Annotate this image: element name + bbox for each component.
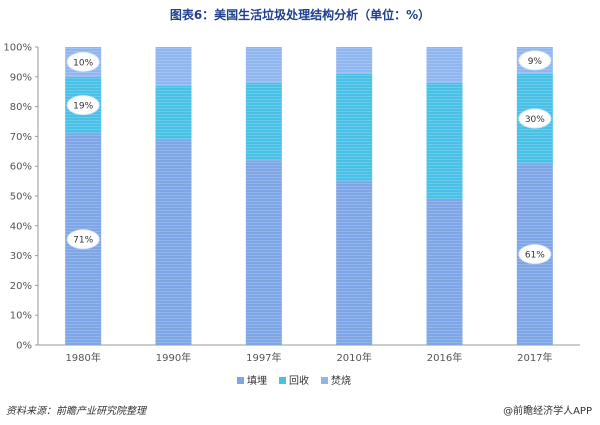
bar-segment-texture — [155, 85, 192, 140]
y-tick-label: 20% — [10, 281, 32, 292]
legend-swatch — [321, 377, 328, 384]
bar-segment-texture — [155, 139, 192, 345]
data-label-bubble — [518, 244, 552, 265]
bar-segment-texture — [426, 198, 463, 345]
y-tick-label: 90% — [10, 72, 32, 83]
legend-label: 回收 — [289, 374, 309, 387]
x-tick-label: 2010年 — [336, 351, 371, 364]
data-label-bubble — [66, 95, 100, 116]
watermark: @前瞻经济学人APP — [503, 406, 592, 417]
y-tick-label: 70% — [10, 132, 32, 143]
bar-segment-texture — [336, 73, 373, 182]
bar-segment-texture — [426, 82, 463, 199]
data-label: 19% — [73, 102, 93, 112]
y-tick-label: 60% — [10, 162, 32, 173]
x-tick-label: 1980年 — [65, 351, 100, 364]
bar-segment-texture — [245, 82, 282, 161]
y-tick-label: 30% — [10, 251, 32, 262]
data-label: 61% — [525, 251, 545, 261]
y-tick-label: 10% — [10, 311, 32, 322]
data-label: 9% — [528, 57, 543, 67]
bar-segment-texture — [245, 47, 282, 83]
x-tick-label: 1997年 — [246, 351, 281, 364]
bar-segment-texture — [155, 47, 192, 86]
legend-label: 填埋 — [247, 374, 267, 387]
legend-swatch — [237, 377, 244, 384]
chart-title: 图表6：美国生活垃圾处理结构分析（单位：%） — [169, 8, 431, 22]
y-tick-label: 100% — [3, 43, 32, 54]
bar-segment-texture — [336, 47, 373, 74]
y-tick-label: 0% — [16, 341, 32, 352]
data-label: 10% — [73, 58, 93, 68]
legend-label: 焚烧 — [331, 374, 351, 387]
y-tick-label: 50% — [10, 192, 32, 203]
bar-segment-texture — [336, 181, 373, 345]
x-tick-label: 1990年 — [156, 351, 191, 364]
y-tick-label: 80% — [10, 102, 32, 113]
data-label: 30% — [525, 115, 545, 125]
legend-swatch — [279, 377, 286, 384]
data-label-bubble — [66, 51, 100, 72]
data-label-bubble — [518, 108, 552, 129]
data-label-bubble — [66, 229, 100, 250]
bar-segment-texture — [245, 160, 282, 345]
bar-segment-texture — [426, 47, 463, 83]
data-label: 71% — [73, 236, 93, 246]
data-label-bubble — [518, 50, 552, 71]
x-tick-label: 2016年 — [427, 351, 462, 364]
y-tick-label: 40% — [10, 221, 32, 232]
source-note: 资料来源：前瞻产业研究院整理 — [6, 406, 146, 417]
x-tick-label: 2017年 — [517, 351, 552, 364]
